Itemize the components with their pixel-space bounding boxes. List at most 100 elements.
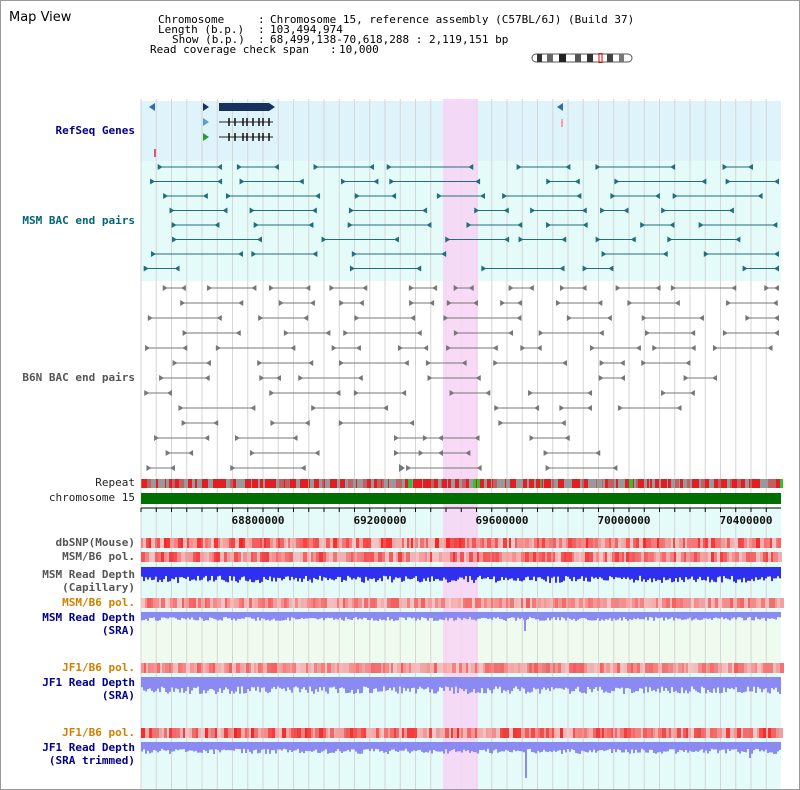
jf1-trim-depth-bar [293,742,295,751]
msm-b6-pol-cell [569,552,572,562]
jf1-b6-pol-cell [702,663,706,673]
msm-depth-bar [493,567,495,577]
jf1-trim-depth-bar [323,742,325,751]
jf1-b6-pol-cell [741,663,744,673]
b6n-bac-pair-arrow [204,435,210,441]
jf1-sra-depth-bar [443,677,445,691]
jf1-b6-pol-cell [407,728,410,738]
msm-b6-pol-cell [281,552,285,562]
b6n-bac-features[interactable] [144,285,779,472]
jf1-b6-pol-cell [480,728,483,738]
msm-b6-pol-cell [203,598,205,608]
repeat-segment [280,479,284,488]
msm-b6-pol-cell [509,552,512,562]
jf1-trim-depth-bar [357,742,359,754]
jf1-sra-depth-bar [215,677,217,694]
repeat-segment [697,479,699,488]
msm-depth-bar [355,567,357,580]
msm-bac-pair-arrow [349,265,355,272]
jf1-b6-pol-cell [532,663,534,673]
refseq-gene-features[interactable] [149,103,563,157]
track-label-b6n-bac[interactable]: B6N BAC end pairs [22,371,135,384]
msm-b6-pol-cell [760,552,763,562]
jf1-trim-depth-bar [163,742,165,751]
msm-depth-bar [559,567,561,583]
jf1-b6-pol-cell [471,728,475,738]
jf1-b6-pol-cell [738,663,741,673]
b6n-bac-pair-arrow [485,390,491,396]
jf1-sra-depth-bar [589,677,591,690]
msm-bac-pair-arrow [601,251,607,257]
jf1-b6-pol-cell [319,728,323,738]
jf1-sra-depth-bar [695,677,697,691]
msm-b6-pol-cell [329,552,333,562]
msm-b6-pol-cell [258,598,260,608]
repeat-segment [714,479,718,488]
msm-depth-bar [747,567,749,581]
msm-b6-pol-cell [247,598,249,608]
chromosome-bar[interactable] [141,493,781,504]
jf1-b6-pol-cell [488,728,492,738]
jf1-trim-depth-bar [489,742,491,754]
msm-b6-pol-cell [161,552,164,562]
jf1-trim-depth-bar [495,742,497,750]
jf1-b6-pol-cell [423,663,427,673]
b6n-bac-pair-arrow [674,300,680,306]
dbsnp-cell [273,538,276,548]
msm-sra-depth-bar [703,612,705,619]
repeat-segment [582,479,584,488]
jf1-trim-depth-bar [189,742,191,751]
track-label-msm-bac[interactable]: MSM BAC end pairs [22,214,135,227]
msm-sra-depth-bar [237,612,239,619]
jf1-b6-pol-cell [556,728,560,738]
repeat-segment [650,479,652,488]
repeat-segment [612,479,614,488]
msm-depth-bar [665,567,667,581]
chromosome-ideogram[interactable] [531,53,633,63]
msm-sra-depth-bar [183,612,185,619]
jf1-trim-depth-bar [475,742,477,753]
repeat-segment [551,479,552,488]
msm-depth-bar [727,567,729,579]
jf1-b6-pol-cell [602,728,604,738]
jf1-sra-depth-bar [493,677,495,690]
msm-sra-depth-bar [335,612,337,619]
repeat-segment [510,479,511,488]
msm-b6-pol-cell [718,598,722,608]
jf1-sra-depth-bar [247,677,249,690]
repeat-segment [619,479,621,488]
msm-sra-depth-bar [585,612,587,619]
msm-depth-bar [735,567,737,583]
selected-region-highlight[interactable] [443,99,478,789]
repeat-segment [576,479,580,488]
msm-depth-bar [749,567,751,581]
jf1-b6-pol-cell [432,728,434,738]
jf1-b6-pol-cell [388,728,390,738]
msm-sra-depth-bar [547,612,549,618]
jf1-trim-depth-bar [383,742,385,753]
msm-b6-pol-cell [499,598,502,608]
jf1-b6-pol-cell [477,663,479,673]
msm-sra-depth-bar [187,612,189,618]
jf1-trim-depth-bar [279,742,281,750]
jf1-b6-pol-cell [486,728,488,738]
msm-bac-features[interactable] [143,164,779,272]
repeat-segment [413,479,415,488]
msm-sra-depth-bar [449,612,451,619]
jf1-sra-depth-bar [145,677,147,692]
msm-depth-bar [265,567,267,580]
jf1-sra-depth-bar [367,677,369,688]
msm-b6-pol-cell [455,552,457,562]
jf1-sra-depth-bar [573,677,575,692]
jf1-b6-pol-cell [183,728,185,738]
jf1-b6-pol-cell [330,728,334,738]
jf1-b6-pol-cell [344,728,346,738]
jf1-b6-pol-cell [417,728,420,738]
b6n-bac-pair-arrow [453,285,459,291]
msm-b6-pol-cell [572,552,574,562]
msm-depth-bar [317,567,319,580]
jf1-b6-pol-cell [451,728,453,738]
jf1-b6-pol-cell [256,663,258,673]
track-label-refseq[interactable]: RefSeq Genes [55,124,135,137]
